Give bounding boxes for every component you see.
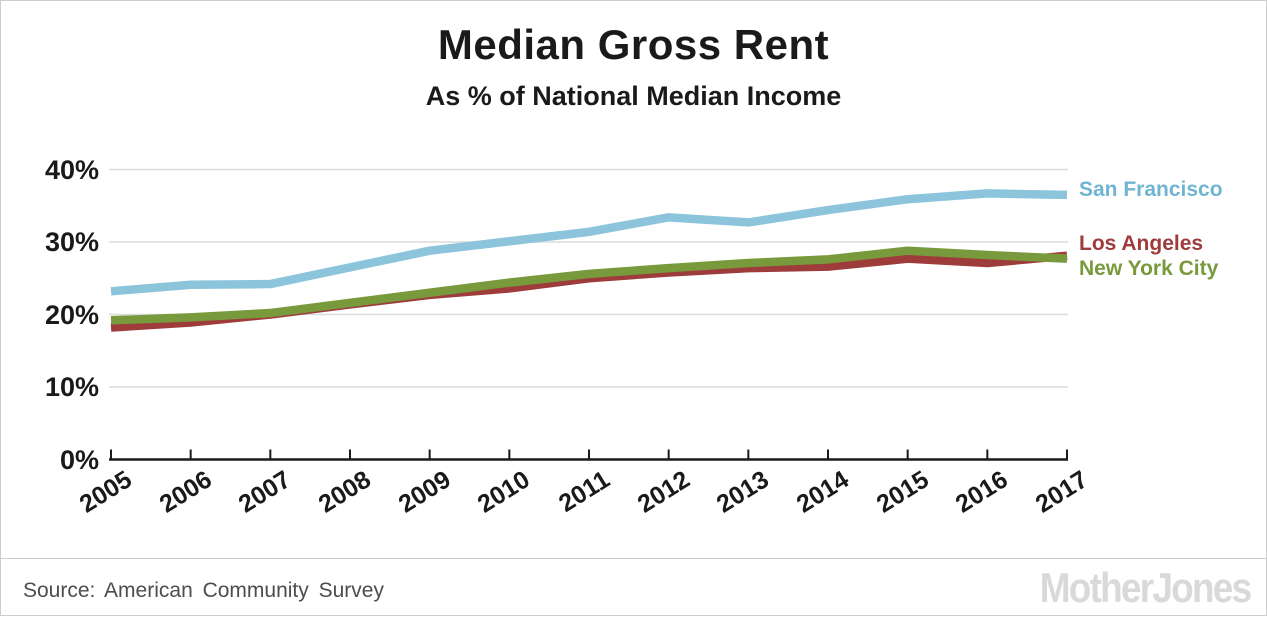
mother-jones-logo: MotherJones <box>1039 564 1251 611</box>
y-tick-label-40: 40% <box>44 154 99 185</box>
y-tick-label-30: 30% <box>44 227 99 257</box>
source-note: Source: American Community Survey <box>23 579 384 602</box>
legend-label-san-francisco: San Francisco <box>1079 178 1223 201</box>
series-line-new-york-city <box>110 246 1068 325</box>
legend-label-los-angeles: Los Angeles <box>1079 232 1204 255</box>
chart-subtitle: As % of National Median Income <box>425 81 842 111</box>
footer-divider <box>1 558 1267 559</box>
series-line-san-francisco <box>110 189 1068 296</box>
y-tick-label-10: 10% <box>44 372 99 402</box>
legend-label-new-york-city: New York City <box>1079 257 1219 280</box>
y-tick-label-20: 20% <box>44 299 99 330</box>
y-tick-label-0: 0% <box>59 444 99 475</box>
chart-title: Median Gross Rent <box>437 21 830 68</box>
